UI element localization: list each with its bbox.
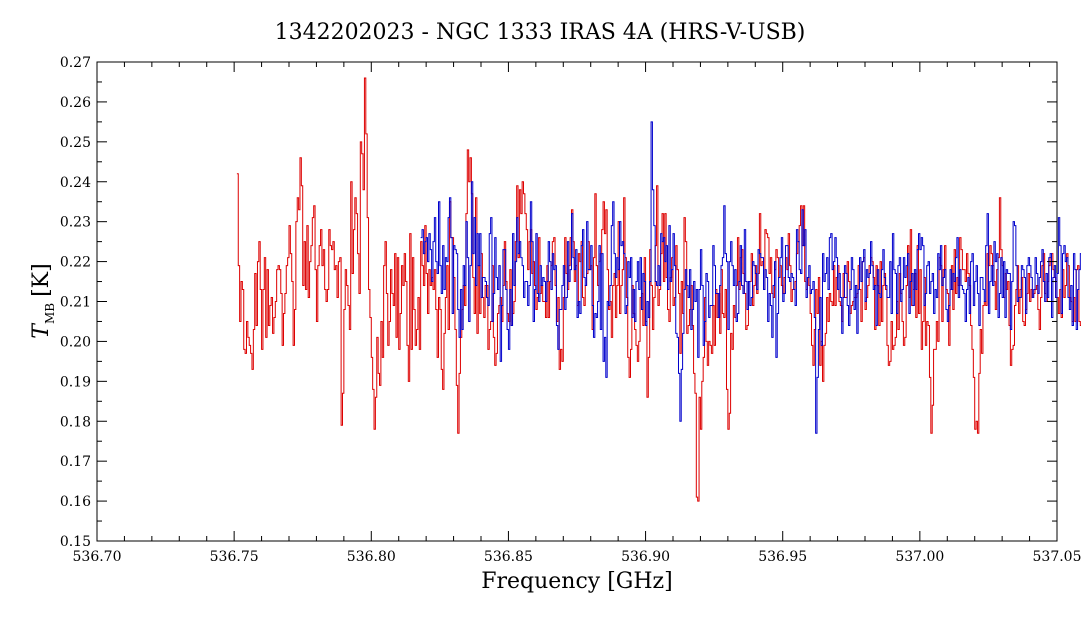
y-tick-label: 0.21 — [60, 295, 91, 311]
y-tick-label: 0.26 — [60, 95, 91, 111]
x-tick-label: 536.90 — [621, 549, 670, 565]
y-axis-label-subscript: MB — [43, 303, 57, 324]
y-tick-label: 0.27 — [60, 55, 91, 71]
x-tick-label: 537.00 — [895, 549, 944, 565]
y-tick-label: 0.19 — [60, 374, 91, 390]
series-layer — [236, 77, 1081, 502]
spectrum-series-1 — [236, 77, 1081, 502]
chart-title: 1342202023 - NGC 1333 IRAS 4A (HRS-V-USB… — [275, 20, 806, 45]
x-tick-label: 536.95 — [758, 549, 807, 565]
tick-layer: 536.70 536.75 536.80 536.85 536.90 536.95 537.… — [60, 55, 1081, 565]
y-tick-label: 0.18 — [60, 414, 91, 430]
spectrum-series-2 — [420, 121, 1081, 434]
y-axis-label: TMB [K] — [29, 263, 57, 338]
y-axis-label-unit: [K] — [29, 263, 54, 297]
y-tick-label: 0.20 — [60, 334, 91, 350]
x-axis-label: Frequency [GHz] — [481, 569, 673, 594]
y-tick-label: 0.23 — [60, 215, 91, 231]
y-tick-label: 0.22 — [60, 255, 91, 271]
y-tick-label: 0.24 — [60, 175, 91, 191]
x-tick-label: 536.70 — [73, 549, 122, 565]
x-tick-label: 536.80 — [347, 549, 396, 565]
y-tick-label: 0.15 — [60, 534, 91, 550]
svg-text:TMB[K]: TMB [K] — [29, 263, 57, 338]
x-tick-label: 537.05 — [1033, 549, 1081, 565]
y-tick-label: 0.17 — [60, 454, 91, 470]
y-tick-label: 0.25 — [60, 135, 91, 151]
x-tick-label: 536.85 — [484, 549, 533, 565]
y-axis-label-symbol: T — [29, 322, 54, 339]
y-tick-label: 0.16 — [60, 494, 91, 510]
x-tick-label: 536.75 — [210, 549, 259, 565]
